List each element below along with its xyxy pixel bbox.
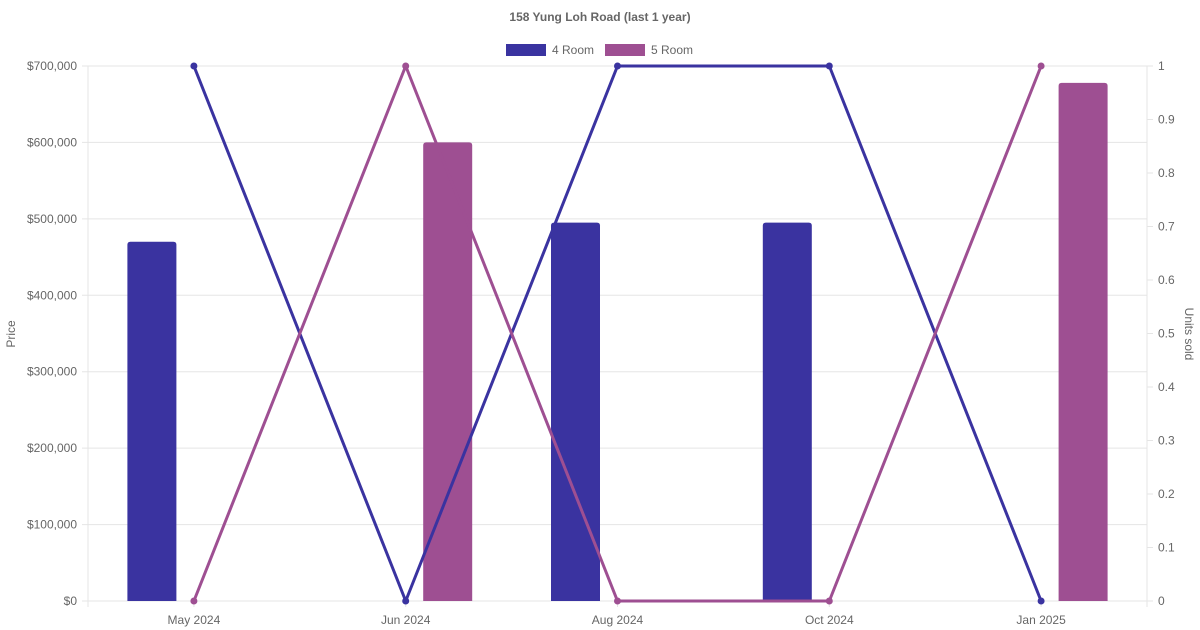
legend-swatch-4-room [506, 44, 546, 56]
right-tick-label: 1 [1158, 59, 1165, 73]
point-4-room [190, 62, 198, 70]
x-tick-label: May 2024 [168, 613, 221, 627]
right-tick-label: 0.9 [1158, 113, 1175, 127]
line-5-room [192, 64, 1043, 603]
right-tick-label: 0.2 [1158, 487, 1175, 501]
left-tick-label: $500,000 [27, 212, 77, 226]
right-axis-title: Units sold [1182, 308, 1196, 361]
x-tick-label: Jan 2025 [1016, 613, 1066, 627]
left-tick-label: $200,000 [27, 441, 77, 455]
lines [190, 62, 1045, 605]
left-tick-label: $300,000 [27, 365, 77, 379]
x-axis-ticks: May 2024 Jun 2024 Aug 2024 Oct 2024 Jan 2025 [168, 601, 1066, 627]
bar-4-room [551, 222, 600, 601]
point-4-room [402, 597, 410, 605]
bars [127, 82, 1108, 602]
point-5-room [402, 62, 410, 70]
point-4-room [825, 62, 833, 70]
left-tick-label: $0 [64, 594, 78, 608]
x-tick-label: Oct 2024 [805, 613, 854, 627]
point-5-room [190, 597, 198, 605]
point-5-room [614, 597, 621, 605]
point-5-room [1037, 62, 1045, 70]
bar-4-room [127, 241, 177, 602]
bar-5-room [423, 142, 473, 601]
grid-lines [82, 65, 1148, 607]
line-4-room [192, 64, 1043, 603]
right-axis-ticks: 0 0.1 0.2 0.3 0.4 0.5 0.6 0.7 0.8 0.9 1 [1147, 59, 1175, 608]
legend-swatch-5-room [605, 44, 645, 56]
right-tick-label: 0.5 [1158, 327, 1175, 341]
left-tick-label: $600,000 [27, 135, 77, 149]
point-4-room [1037, 597, 1045, 605]
right-tick-label: 0.3 [1158, 434, 1175, 448]
left-axis-title: Price [4, 320, 18, 348]
left-tick-label: $700,000 [27, 59, 77, 73]
x-tick-label: Jun 2024 [381, 613, 431, 627]
left-tick-label: $100,000 [27, 518, 77, 532]
left-tick-label: $400,000 [27, 288, 77, 302]
bar-5-room [1058, 82, 1108, 602]
right-tick-label: 0 [1158, 594, 1165, 608]
bar-4-room [762, 222, 812, 601]
right-tick-label: 0.1 [1158, 541, 1175, 555]
left-axis-ticks: $0 $100,000 $200,000 $300,000 $400,000 $500,0… [27, 59, 77, 608]
right-tick-label: 0.7 [1158, 220, 1175, 234]
right-tick-label: 0.6 [1158, 273, 1175, 287]
legend-label-5-room: 5 Room [651, 43, 693, 57]
right-tick-label: 0.8 [1158, 166, 1175, 180]
legend: 4 Room 5 Room [506, 43, 693, 57]
chart-title: 158 Yung Loh Road (last 1 year) [509, 10, 690, 24]
legend-label-4-room: 4 Room [552, 43, 594, 57]
point-4-room [614, 62, 621, 70]
point-5-room [825, 597, 833, 605]
x-tick-label: Aug 2024 [592, 613, 644, 627]
right-tick-label: 0.4 [1158, 380, 1175, 394]
